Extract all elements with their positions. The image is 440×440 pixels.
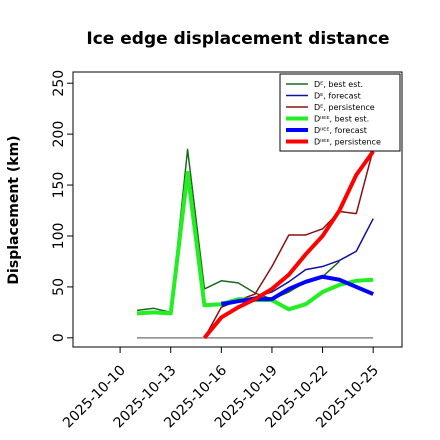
series-line — [136, 148, 340, 314]
y-tick-label: 50 — [51, 278, 67, 296]
y-tick-label: 0 — [51, 333, 67, 342]
legend-label: Dᴱ, best est. — [314, 80, 363, 89]
legend-label: Dᴱ, forecast — [314, 92, 361, 101]
legend-label: Dᴱ, persistence — [314, 103, 375, 112]
plot-frame — [72, 71, 403, 348]
series-line — [202, 150, 375, 340]
chart-title: Ice edge displacement distance — [86, 29, 389, 49]
y-axis-label: Displacement (km) — [6, 135, 22, 284]
y-tick-label: 150 — [51, 172, 67, 199]
legend-label: Dᴵᴵᴱᴱ, persistence — [314, 138, 381, 147]
series-line — [221, 218, 374, 303]
y-tick-label: 250 — [51, 70, 67, 97]
y-tick-label: 100 — [51, 223, 67, 250]
legend-label: Dᴵᴵᴱᴱ, forecast — [314, 126, 367, 135]
y-tick-label: 200 — [51, 121, 67, 148]
series-line — [220, 274, 374, 307]
legend-label: Dᴵᴵᴱᴱ, best est. — [314, 115, 369, 124]
legend-box — [279, 73, 401, 152]
